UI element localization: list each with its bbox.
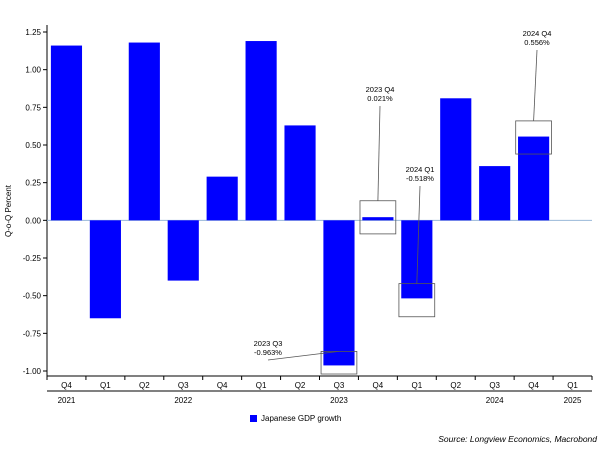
year-label: 2023	[330, 396, 348, 405]
x-axis-labels: Q4 Q1 Q2 Q3 Q4 Q1 Q2 Q3 Q4 Q1 Q2 Q3 Q4 Q1 2021 2022 2023…	[58, 381, 582, 405]
x-tick-label: Q4	[528, 381, 539, 390]
axes: 1.25 1.00 0.75 0.50 0.25 0.00 -0.25 -0.50 -0.75 -…	[23, 25, 593, 392]
annotation-line2: -0.963%	[254, 348, 282, 357]
annotation-line1: 2024 Q4	[523, 29, 552, 38]
bar	[128, 42, 160, 221]
x-tick-label: Q1	[100, 381, 111, 390]
source-note: Source: Longview Economics, Macrobond	[438, 434, 597, 444]
bars	[50, 41, 550, 366]
year-label: 2022	[174, 396, 192, 405]
bar	[362, 217, 394, 221]
x-tick-label: Q1	[411, 381, 422, 390]
legend-label: Japanese GDP growth	[261, 414, 342, 423]
x-tick-label: Q4	[217, 381, 228, 390]
x-tick-label: Q3	[334, 381, 345, 390]
leader-line	[416, 185, 421, 284]
bar	[518, 136, 550, 221]
y-tick-label: -1.00	[23, 367, 42, 376]
bar	[89, 220, 121, 319]
annotation-line2: 0.556%	[524, 38, 550, 47]
annotation-line2: 0.021%	[367, 94, 393, 103]
annotations: 2023 Q3-0.963% 2023 Q40.021% 2024 Q1-0.518…	[254, 29, 552, 375]
year-label: 2024	[486, 396, 504, 405]
bar	[245, 41, 277, 221]
annotation-line1: 2024 Q1	[406, 165, 435, 174]
y-tick-label: 0.00	[25, 216, 41, 225]
bar	[323, 220, 355, 366]
x-tick-label: Q4	[373, 381, 384, 390]
bar	[479, 166, 511, 221]
bar	[206, 176, 238, 221]
x-tick-label: Q2	[139, 381, 150, 390]
legend: Japanese GDP growth	[250, 414, 341, 423]
bar	[50, 45, 83, 221]
y-tick-label: 0.50	[25, 141, 41, 150]
x-tick-label: Q2	[450, 381, 461, 390]
annotation-line2: -0.518%	[406, 174, 434, 183]
y-tick-label: 0.25	[25, 179, 41, 188]
year-label: 2025	[564, 396, 582, 405]
leader-line	[377, 105, 381, 201]
legend-swatch	[250, 415, 257, 422]
x-tick-label: Q4	[61, 381, 72, 390]
annotation-line1: 2023 Q3	[254, 339, 283, 348]
x-tick-label: Q1	[567, 381, 578, 390]
bar	[440, 98, 472, 221]
leader-line	[533, 49, 538, 121]
leader-line	[267, 351, 340, 361]
bar	[284, 125, 316, 221]
y-tick-label: 0.75	[25, 103, 41, 112]
x-tick-label: Q3	[489, 381, 500, 390]
y-tick-label: -0.75	[23, 329, 42, 338]
y-tick-label: -0.25	[23, 254, 42, 263]
x-tick-label: Q3	[178, 381, 189, 390]
bar	[401, 220, 433, 299]
y-axis-label: Q-o-Q Percent	[4, 184, 13, 237]
x-tick-label: Q2	[295, 381, 306, 390]
y-tick-label: 1.00	[25, 66, 41, 75]
highlight-box	[398, 283, 436, 318]
annotation-line1: 2023 Q4	[366, 85, 395, 94]
y-tick-label: 1.25	[25, 28, 41, 37]
year-label: 2021	[58, 396, 76, 405]
y-tick-label: -0.50	[23, 292, 42, 301]
x-tick-label: Q1	[256, 381, 267, 390]
bar	[167, 220, 199, 281]
